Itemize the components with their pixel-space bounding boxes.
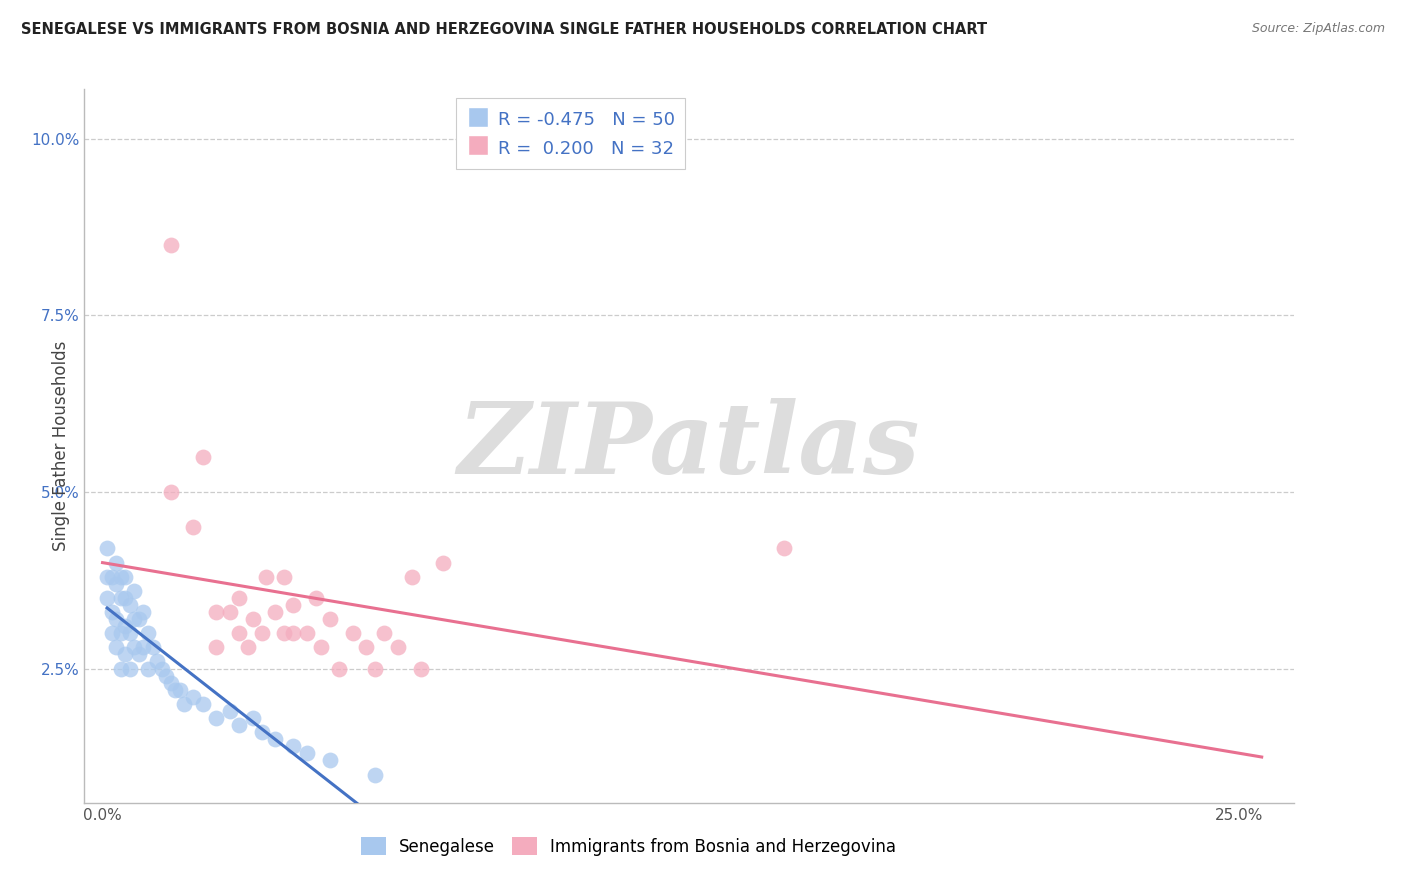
Point: [159, 237, 181, 252]
Point: [96, 591, 118, 605]
Point: [242, 612, 264, 626]
Point: [228, 718, 250, 732]
Point: [205, 711, 228, 725]
Point: [773, 541, 796, 556]
Point: [264, 605, 287, 619]
Point: [191, 697, 214, 711]
Point: [319, 612, 342, 626]
Point: [105, 556, 128, 570]
Point: [401, 570, 423, 584]
Point: [295, 747, 318, 761]
Point: [319, 753, 342, 767]
Point: [124, 612, 146, 626]
Point: [295, 626, 318, 640]
Point: [132, 640, 155, 655]
Point: [236, 640, 259, 655]
Point: [136, 662, 159, 676]
Point: [114, 648, 136, 662]
Point: [264, 732, 287, 747]
Point: [250, 725, 273, 739]
Point: [273, 570, 295, 584]
Point: [254, 570, 277, 584]
Point: [128, 612, 150, 626]
Point: [228, 591, 250, 605]
Point: [110, 570, 132, 584]
Point: [100, 605, 122, 619]
Point: [118, 626, 141, 640]
Point: [218, 605, 240, 619]
Point: [110, 662, 132, 676]
Point: [105, 640, 128, 655]
Point: [205, 605, 228, 619]
Point: [364, 662, 387, 676]
Point: [114, 619, 136, 633]
Point: [273, 626, 295, 640]
Point: [283, 598, 305, 612]
Point: [114, 591, 136, 605]
Point: [283, 626, 305, 640]
Point: [191, 450, 214, 464]
Point: [118, 598, 141, 612]
Point: [342, 626, 364, 640]
Y-axis label: Single Father Households: Single Father Households: [52, 341, 70, 551]
Point: [242, 711, 264, 725]
Point: [159, 675, 181, 690]
Legend: Senegalese, Immigrants from Bosnia and Herzegovina: Senegalese, Immigrants from Bosnia and H…: [354, 830, 903, 863]
Point: [132, 605, 155, 619]
Point: [100, 570, 122, 584]
Text: Source: ZipAtlas.com: Source: ZipAtlas.com: [1251, 22, 1385, 36]
Point: [205, 640, 228, 655]
Point: [105, 612, 128, 626]
Point: [155, 668, 177, 682]
Point: [165, 682, 187, 697]
Point: [169, 682, 191, 697]
Point: [183, 520, 205, 534]
Text: ZIPatlas: ZIPatlas: [458, 398, 920, 494]
Point: [96, 570, 118, 584]
Point: [141, 640, 163, 655]
Point: [159, 484, 181, 499]
Point: [128, 648, 150, 662]
Point: [364, 767, 387, 781]
Point: [124, 583, 146, 598]
Text: SENEGALESE VS IMMIGRANTS FROM BOSNIA AND HERZEGOVINA SINGLE FATHER HOUSEHOLDS CO: SENEGALESE VS IMMIGRANTS FROM BOSNIA AND…: [21, 22, 987, 37]
Point: [136, 626, 159, 640]
Point: [250, 626, 273, 640]
Point: [387, 640, 409, 655]
Point: [309, 640, 332, 655]
Point: [146, 655, 169, 669]
Point: [124, 640, 146, 655]
Point: [218, 704, 240, 718]
Point: [409, 662, 432, 676]
Point: [173, 697, 195, 711]
Point: [110, 591, 132, 605]
Point: [96, 541, 118, 556]
Point: [100, 626, 122, 640]
Point: [118, 662, 141, 676]
Point: [150, 662, 173, 676]
Point: [305, 591, 328, 605]
Point: [183, 690, 205, 704]
Point: [432, 556, 454, 570]
Point: [228, 626, 250, 640]
Point: [105, 576, 128, 591]
Point: [373, 626, 395, 640]
Point: [114, 570, 136, 584]
Point: [328, 662, 350, 676]
Point: [110, 626, 132, 640]
Point: [354, 640, 377, 655]
Point: [283, 739, 305, 754]
